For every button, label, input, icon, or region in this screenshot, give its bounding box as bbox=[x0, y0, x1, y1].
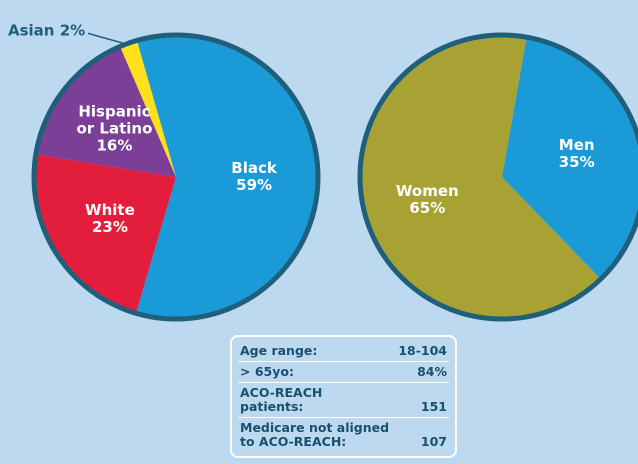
row-value: 151 bbox=[420, 399, 447, 414]
row-key: Medicare not aligned to ACO-REACH: bbox=[240, 420, 390, 449]
stats-table: Age range: 18-104 > 65yo: 84% ACO-REACH pati… bbox=[230, 335, 457, 458]
row-value: 107 bbox=[420, 434, 447, 449]
pie-slice bbox=[502, 37, 638, 280]
pie-slice bbox=[135, 35, 318, 319]
slice-value: 2% bbox=[59, 21, 86, 40]
pie-border bbox=[357, 32, 638, 322]
row-value: 84% bbox=[417, 364, 447, 379]
slice-category: Asian bbox=[8, 21, 55, 40]
slice-label: Asian 2% bbox=[8, 21, 86, 40]
slice-label: Women 65% bbox=[385, 181, 469, 217]
pie-border bbox=[31, 32, 321, 322]
slice-label: Hispanic or Latino 16% bbox=[72, 103, 156, 154]
slice-category: Women bbox=[395, 181, 459, 200]
slice-value: 23% bbox=[91, 217, 128, 236]
table-row: ACO-REACH patients: 151 bbox=[238, 383, 449, 418]
slice-value: 35% bbox=[558, 153, 595, 172]
table-row: Medicare not aligned to ACO-REACH: 107 bbox=[238, 418, 449, 452]
row-key: ACO-REACH patients: bbox=[240, 385, 323, 414]
pie-slice bbox=[33, 154, 176, 314]
leader-line bbox=[87, 32, 124, 45]
table-row: > 65yo: 84% bbox=[238, 362, 449, 383]
slice-value: 16% bbox=[96, 136, 133, 155]
slice-label: White 23% bbox=[68, 200, 152, 236]
table-row: Age range: 18-104 bbox=[238, 341, 449, 362]
slice-label: Men 35% bbox=[535, 137, 619, 171]
row-key: Age range: bbox=[240, 343, 318, 358]
slice-category: Black bbox=[231, 159, 277, 178]
slice-category: Hispanic or Latino bbox=[76, 102, 153, 138]
slice-value: 65% bbox=[409, 198, 446, 217]
row-value: 18-104 bbox=[398, 343, 447, 358]
slice-category: Men bbox=[558, 136, 595, 155]
pie-slice bbox=[35, 46, 177, 177]
pie-slice bbox=[120, 40, 176, 177]
row-key: > 65yo: bbox=[240, 364, 294, 379]
pie-slice bbox=[359, 35, 601, 320]
slice-value: 59% bbox=[236, 176, 273, 195]
slice-category: White bbox=[85, 200, 135, 219]
slice-label: Black 59% bbox=[212, 160, 296, 194]
